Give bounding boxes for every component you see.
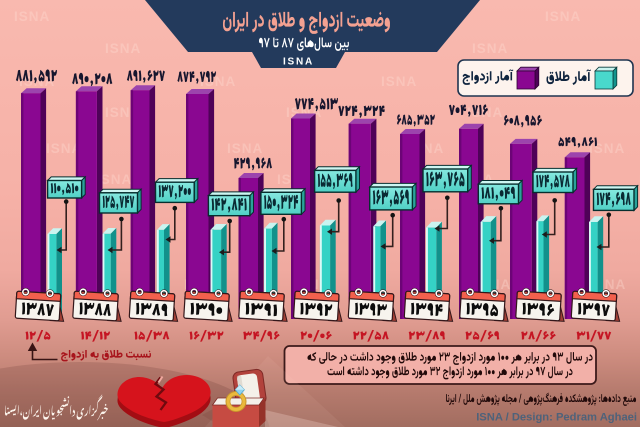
- svg-text:ISNA: ISNA: [545, 9, 581, 24]
- svg-text:ISNA: ISNA: [46, 141, 82, 156]
- svg-text:ISNA: ISNA: [472, 41, 508, 56]
- svg-text:ISNA: ISNA: [589, 141, 625, 156]
- svg-text:ISNA: ISNA: [105, 41, 141, 56]
- svg-text:ISNA: ISNA: [283, 57, 314, 68]
- svg-text:ISNA: ISNA: [200, 74, 236, 89]
- svg-text:ISNA: ISNA: [381, 74, 417, 89]
- svg-text:ISNA: ISNA: [96, 172, 132, 187]
- svg-text:ISNA: ISNA: [14, 9, 50, 24]
- svg-text:ISNA: ISNA: [227, 141, 263, 156]
- svg-text:ISNA / Design: Pedram Aghaei: ISNA / Design: Pedram Aghaei: [476, 412, 637, 424]
